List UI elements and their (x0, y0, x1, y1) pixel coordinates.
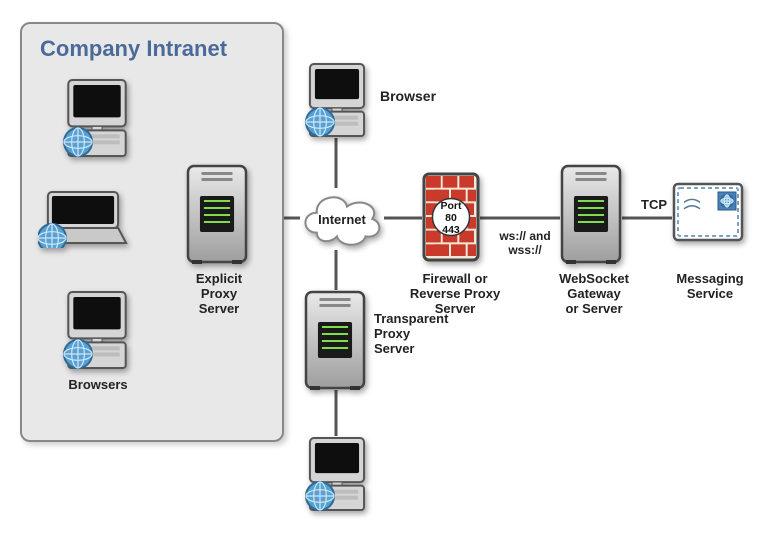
svg-text:443: 443 (442, 224, 460, 236)
firewall-icon: Port80443 (422, 172, 480, 262)
explicit_proxy-icon (186, 164, 248, 264)
browser_top_ext-icon (304, 62, 370, 138)
browser_top_ext-label: Browser (380, 88, 460, 104)
transparent_proxy-label: Transparent Proxy Server (374, 312, 474, 357)
svg-text:80: 80 (445, 212, 457, 224)
transparent_proxy-icon (304, 290, 366, 390)
edge-label: ws:// and wss:// (486, 230, 564, 258)
svg-text:Port: Port (441, 200, 463, 212)
messaging-icon (672, 180, 744, 244)
svg-text:Internet: Internet (318, 212, 366, 227)
laptop_intranet-icon (38, 190, 128, 248)
browser_bottom_intranet-icon (62, 290, 132, 370)
ws_gateway-icon (560, 164, 622, 264)
ws_gateway-label: WebSocket Gateway or Server (548, 272, 640, 317)
cloud-icon: Internet (300, 188, 384, 250)
firewall-label: Firewall or Reverse Proxy Server (400, 272, 510, 317)
edge-label: TCP (634, 198, 674, 213)
intranet-title: Company Intranet (40, 36, 227, 62)
explicit_proxy-label: Explicit Proxy Server (176, 272, 262, 317)
browser_bottom_intranet-label: Browsers (58, 378, 138, 393)
browser_bottom_ext-icon (304, 436, 370, 512)
browser_top_intranet-icon (62, 78, 132, 158)
messaging-label: Messaging Service (662, 272, 758, 302)
